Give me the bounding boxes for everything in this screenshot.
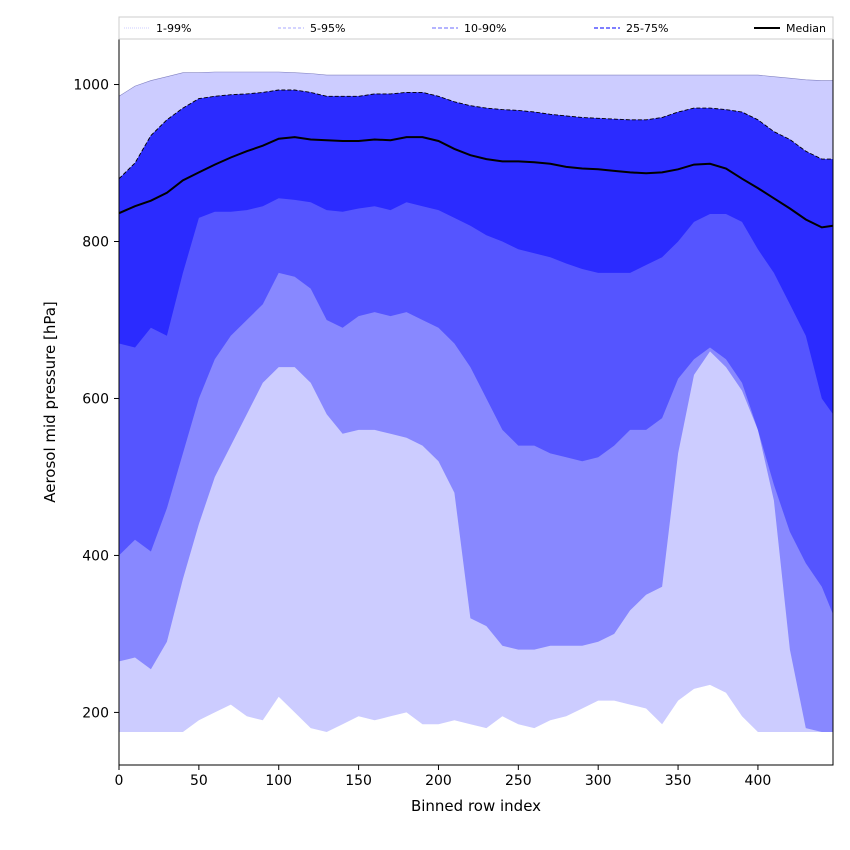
percentile-lines bbox=[118, 71, 834, 229]
y-axis-label: Aerosol mid pressure [hPa] bbox=[41, 301, 59, 503]
percentile-bands bbox=[119, 72, 833, 732]
x-axis-label: Binned row index bbox=[411, 797, 541, 815]
median-line bbox=[118, 136, 834, 229]
legend-label: 25-75% bbox=[626, 22, 668, 35]
x-tick-label: 350 bbox=[665, 773, 692, 789]
band-25-75 bbox=[119, 90, 833, 415]
x-tick-label: 200 bbox=[425, 773, 452, 789]
line-1-99-upper bbox=[118, 71, 833, 97]
x-tick-label: 400 bbox=[745, 773, 772, 789]
legend-label: 5-95% bbox=[310, 22, 345, 35]
x-tick-label: 150 bbox=[345, 773, 372, 789]
x-axis: 0 50 100 150 200 250 300 350 400 bbox=[115, 765, 772, 789]
legend-label: 10-90% bbox=[464, 22, 506, 35]
x-tick-label: 50 bbox=[190, 773, 208, 789]
y-tick-label: 200 bbox=[82, 705, 109, 721]
line-25-75-upper bbox=[118, 89, 833, 180]
legend: 1-99% 5-95% 10-90% 25-75% Median bbox=[118, 16, 834, 40]
y-tick-label: 800 bbox=[82, 234, 109, 250]
x-tick-label: 250 bbox=[505, 773, 532, 789]
x-tick-label: 300 bbox=[585, 773, 612, 789]
y-axis: 200 400 600 800 1000 bbox=[73, 78, 119, 721]
y-tick-label: 600 bbox=[82, 391, 109, 407]
legend-box bbox=[118, 16, 834, 40]
legend-label: Median bbox=[786, 22, 826, 35]
y-tick-label: 1000 bbox=[73, 78, 109, 94]
y-tick-label: 400 bbox=[82, 548, 109, 564]
legend-label: 1-99% bbox=[156, 22, 191, 35]
x-tick-label: 100 bbox=[265, 773, 292, 789]
x-tick-label: 0 bbox=[115, 773, 124, 789]
